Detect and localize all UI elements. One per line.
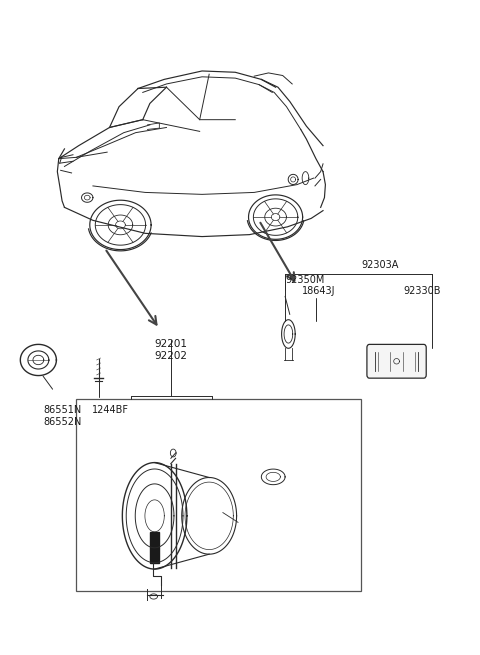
- Text: 18643J: 18643J: [301, 286, 335, 296]
- Bar: [76, 399, 361, 591]
- Text: 92201
92202: 92201 92202: [155, 339, 188, 361]
- Polygon shape: [150, 532, 159, 563]
- FancyBboxPatch shape: [367, 345, 426, 378]
- Text: 92350M: 92350M: [285, 275, 324, 286]
- Text: 1244BF: 1244BF: [92, 405, 129, 415]
- Text: 86551N
86552N: 86551N 86552N: [43, 405, 82, 428]
- Text: 92330B: 92330B: [404, 286, 441, 296]
- Text: 92303A: 92303A: [361, 260, 399, 271]
